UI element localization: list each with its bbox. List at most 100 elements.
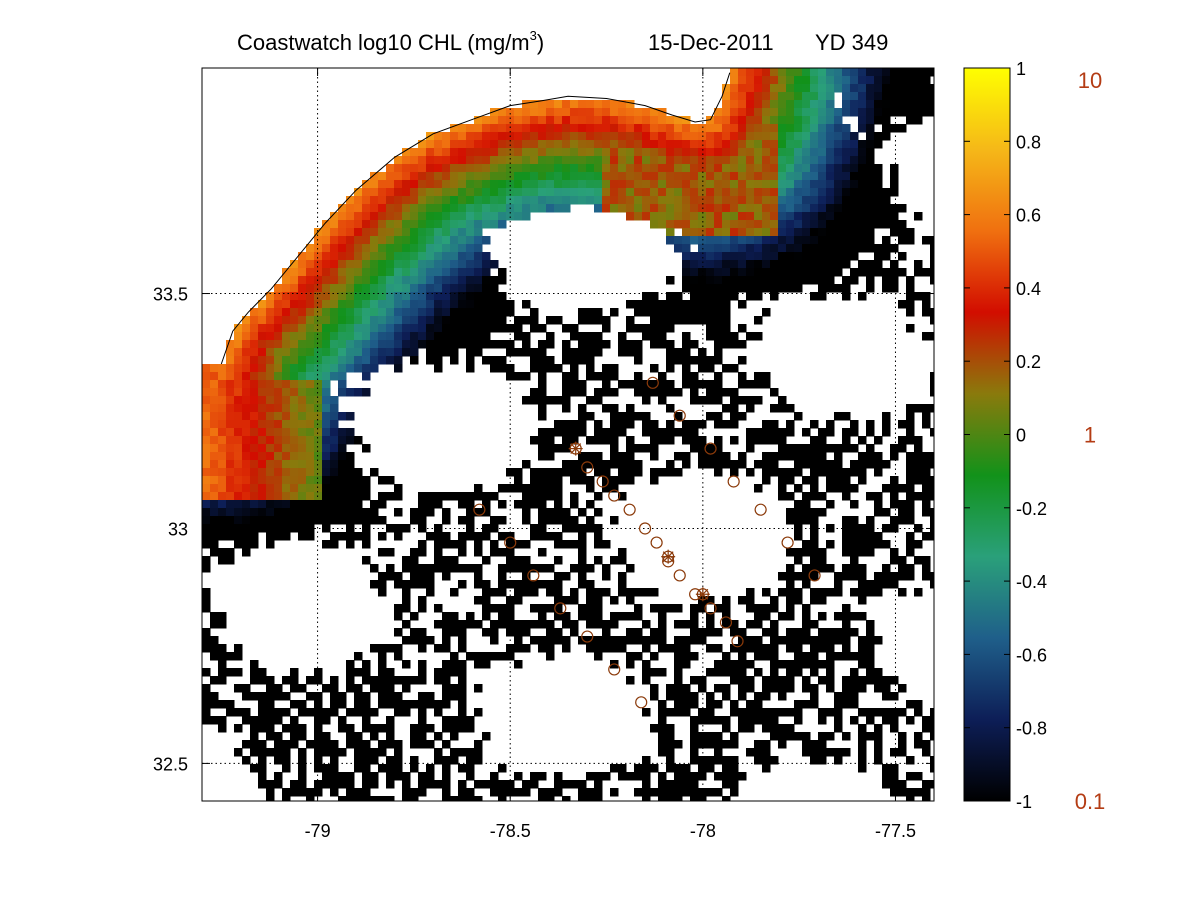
heatmap-cell	[418, 692, 427, 701]
heatmap-cell	[602, 564, 611, 573]
heatmap-cell	[754, 196, 763, 205]
heatmap-cell	[426, 300, 435, 309]
heatmap-cell	[314, 284, 323, 293]
heatmap-cell	[554, 492, 563, 501]
heatmap-cell	[850, 212, 859, 221]
heatmap-cell	[850, 548, 859, 557]
heatmap-cell	[274, 524, 283, 533]
heatmap-cell	[874, 732, 883, 741]
heatmap-cell	[722, 292, 731, 301]
heatmap-cell	[802, 228, 811, 237]
heatmap-cell	[842, 292, 851, 301]
heatmap-cell	[618, 580, 627, 589]
heatmap-cell	[274, 492, 283, 501]
heatmap-cell	[858, 596, 867, 605]
heatmap-cell	[722, 660, 731, 669]
heatmap-cell	[906, 460, 915, 469]
heatmap-cell	[866, 188, 875, 197]
heatmap-cell	[482, 300, 491, 309]
heatmap-cell	[514, 636, 523, 645]
heatmap-cell	[506, 324, 515, 333]
heatmap-cell	[610, 596, 619, 605]
heatmap-cell	[730, 708, 739, 717]
heatmap-cell	[506, 212, 515, 221]
heatmap-cell	[306, 348, 315, 357]
heatmap-cell	[434, 500, 443, 509]
heatmap-cell	[618, 164, 627, 173]
heatmap-cell	[538, 116, 547, 125]
heatmap-cell	[682, 692, 691, 701]
heatmap-cell	[282, 420, 291, 429]
heatmap-cell	[562, 428, 571, 437]
heatmap-cell	[658, 740, 667, 749]
heatmap-cell	[794, 140, 803, 149]
heatmap-cell	[762, 92, 771, 101]
heatmap-cell	[522, 644, 531, 653]
heatmap-cell	[714, 268, 723, 277]
heatmap-cell	[890, 500, 899, 509]
heatmap-cell	[698, 220, 707, 229]
heatmap-cell	[810, 452, 819, 461]
heatmap-cell	[818, 164, 827, 173]
heatmap-cell	[698, 212, 707, 221]
heatmap-cell	[546, 116, 555, 125]
heatmap-cell	[314, 492, 323, 501]
heatmap-cell	[602, 180, 611, 189]
heatmap-cell	[378, 548, 387, 557]
heatmap-cell	[754, 756, 763, 765]
heatmap-cell	[218, 700, 227, 709]
heatmap-cell	[290, 444, 299, 453]
heatmap-cell	[234, 380, 243, 389]
heatmap-cell	[498, 516, 507, 525]
heatmap-cell	[930, 508, 934, 517]
heatmap-cell	[234, 484, 243, 493]
heatmap-cell	[586, 516, 595, 525]
heatmap-cell	[538, 156, 547, 165]
heatmap-cell	[762, 428, 771, 437]
heatmap-cell	[274, 340, 283, 349]
heatmap-cell	[498, 620, 507, 629]
heatmap-cell	[690, 140, 699, 149]
heatmap-cell	[770, 668, 779, 677]
heatmap-cell	[666, 300, 675, 309]
heatmap-cell	[370, 196, 379, 205]
heatmap-cell	[610, 556, 619, 565]
heatmap-cell	[762, 156, 771, 165]
heatmap-cell	[266, 428, 275, 437]
heatmap-cell	[618, 612, 627, 621]
heatmap-cell	[602, 364, 611, 373]
heatmap-cell	[890, 724, 899, 733]
heatmap-cell	[394, 676, 403, 685]
heatmap-cell	[546, 604, 555, 613]
heatmap-cell	[754, 292, 763, 301]
heatmap-cell	[370, 188, 379, 197]
heatmap-cell	[722, 796, 731, 801]
heatmap-cell	[490, 148, 499, 157]
heatmap-cell	[770, 172, 779, 181]
heatmap-cell	[250, 324, 259, 333]
heatmap-cell	[802, 604, 811, 613]
heatmap-cell	[474, 252, 483, 261]
heatmap-cell	[890, 276, 899, 285]
heatmap-cell	[770, 68, 779, 77]
heatmap-cell	[810, 684, 819, 693]
heatmap-cell	[682, 348, 691, 357]
heatmap-cell	[882, 236, 891, 245]
heatmap-cell	[338, 332, 347, 341]
heatmap-cell	[762, 652, 771, 661]
heatmap-cell	[898, 684, 907, 693]
heatmap-cell	[290, 700, 299, 709]
heatmap-cell	[650, 148, 659, 157]
heatmap-cell	[914, 108, 923, 117]
heatmap-cell	[858, 660, 867, 669]
heatmap-cell	[250, 364, 259, 373]
heatmap-cell	[922, 564, 931, 573]
station-circle	[673, 569, 686, 582]
heatmap-cell	[202, 460, 211, 469]
heatmap-cell	[258, 404, 267, 413]
heatmap-cell	[210, 652, 219, 661]
heatmap-cell	[666, 116, 675, 125]
heatmap-cell	[690, 300, 699, 309]
heatmap-cell	[354, 324, 363, 333]
heatmap-cell	[330, 468, 339, 477]
